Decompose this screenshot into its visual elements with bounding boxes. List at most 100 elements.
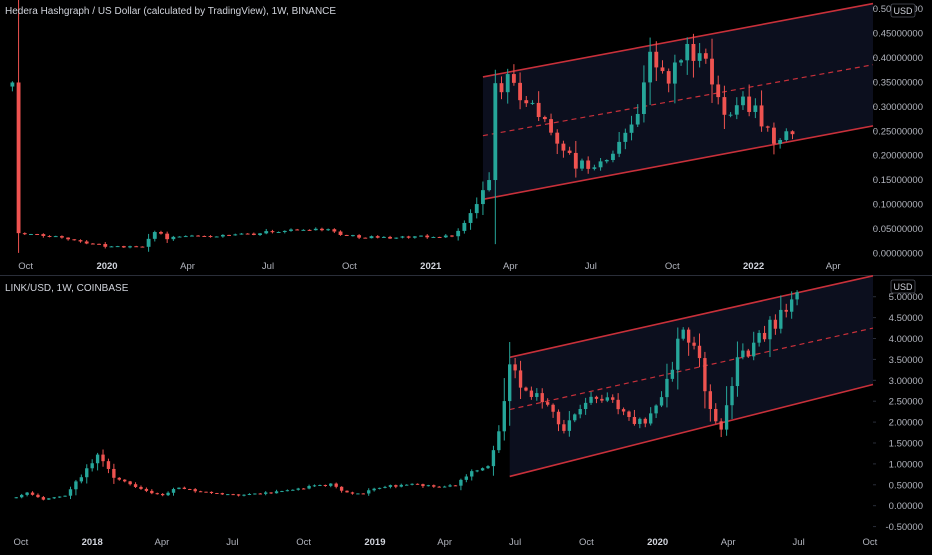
link-currency-badge[interactable]: USD xyxy=(890,279,916,294)
candle-body xyxy=(220,234,225,237)
candle-body xyxy=(350,492,355,494)
candle-body xyxy=(320,228,324,231)
candle-body xyxy=(177,487,181,490)
candle-body xyxy=(784,309,788,312)
hbar-chart-title: Hedera Hashgraph / US Dollar (calculated… xyxy=(5,6,336,17)
candle-body xyxy=(109,246,114,248)
candle-body xyxy=(562,424,566,431)
candle-body xyxy=(117,477,121,480)
candle-body xyxy=(649,413,653,424)
candle-body xyxy=(282,230,287,233)
candle-body xyxy=(692,342,696,346)
hbar-currency-label: USD xyxy=(893,6,913,16)
channel-lower-line[interactable] xyxy=(482,125,874,201)
link-chart-panel: LINK/USD, 1W, COINBASE -0.50000 0.00000 0.… xyxy=(5,275,923,548)
candle-body xyxy=(204,491,208,493)
candle-body xyxy=(47,235,52,237)
x-tick-label: Apr xyxy=(721,537,736,548)
y-tick-label: 2.00000 xyxy=(889,418,923,429)
candle-body xyxy=(499,83,504,93)
x-tick-label: Apr xyxy=(437,537,452,548)
x-tick-label: Oct xyxy=(18,261,33,272)
candle-body xyxy=(580,160,584,169)
candle-body xyxy=(487,180,492,191)
candle-body xyxy=(307,229,312,231)
candle-body xyxy=(573,414,577,421)
candle-body xyxy=(301,488,306,490)
candle-body xyxy=(508,364,512,402)
link-candles xyxy=(14,290,799,501)
candle-body xyxy=(437,236,442,238)
candle-body xyxy=(196,235,201,237)
y-tick-label: 0.35000000 xyxy=(873,77,923,88)
candle-body xyxy=(128,481,132,485)
channel-upper-line[interactable] xyxy=(482,2,874,78)
candle-body xyxy=(41,497,46,500)
candle-body xyxy=(190,235,194,237)
candle-body xyxy=(632,417,637,424)
candle-body xyxy=(90,243,95,245)
candle-body xyxy=(722,97,727,115)
candle-body xyxy=(227,234,232,236)
y-tick-label: 3.50000 xyxy=(889,355,923,366)
candle-body xyxy=(710,58,714,85)
candle-body xyxy=(326,229,331,231)
candle-body xyxy=(202,235,207,237)
y-tick-label: 0.20000000 xyxy=(873,151,923,162)
channel-middle-line[interactable] xyxy=(482,64,874,137)
candle-body xyxy=(530,102,535,104)
candle-body xyxy=(497,431,501,451)
channel-middle-line[interactable] xyxy=(509,327,874,411)
x-tick-label: Jul xyxy=(793,537,805,548)
y-tick-label: 0.10000000 xyxy=(873,200,923,211)
x-tick-label: Jul xyxy=(262,261,274,272)
candle-body xyxy=(375,236,380,238)
candle-body xyxy=(16,82,21,234)
candle-body xyxy=(790,131,795,135)
link-currency-label: USD xyxy=(893,282,913,292)
candle-body xyxy=(166,492,170,496)
candle-body xyxy=(57,496,62,498)
y-tick-label: 1.50000 xyxy=(889,438,923,449)
candle-body xyxy=(101,454,105,462)
candle-body xyxy=(59,236,64,238)
candle-body xyxy=(511,74,516,83)
link-y-axis: -0.50000 0.00000 0.50000 1.00000 1.50000 2.00… xyxy=(873,292,923,533)
candle-body xyxy=(41,234,46,236)
candle-body xyxy=(115,246,120,248)
candle-body xyxy=(679,60,683,63)
candle-body xyxy=(400,236,405,238)
channel-lower-line[interactable] xyxy=(509,383,874,478)
candle-body xyxy=(323,485,328,487)
candle-body xyxy=(372,488,376,491)
candle-body xyxy=(773,319,778,329)
candle-body xyxy=(128,246,132,248)
channel-fill xyxy=(482,3,873,200)
candle-body xyxy=(377,487,382,489)
candle-body xyxy=(741,96,745,106)
candle-body xyxy=(421,484,425,487)
candle-body xyxy=(772,127,776,144)
candle-body xyxy=(209,491,214,494)
candle-body xyxy=(762,332,767,340)
y-tick-label: -0.50000 xyxy=(885,522,923,533)
candle-body xyxy=(703,358,707,392)
x-tick-label: Apr xyxy=(180,261,195,272)
candle-body xyxy=(339,486,344,491)
candle-body xyxy=(784,131,789,140)
candle-body xyxy=(285,490,290,492)
y-tick-label: 0.40000000 xyxy=(873,53,923,64)
candle-body xyxy=(734,105,739,115)
channel-upper-line[interactable] xyxy=(509,275,874,359)
candle-body xyxy=(312,485,317,487)
candle-body xyxy=(676,338,680,370)
hbar-currency-badge[interactable]: USD xyxy=(890,3,916,18)
candle-body xyxy=(188,488,192,490)
candle-body xyxy=(741,350,745,358)
candle-body xyxy=(551,404,555,412)
candle-body xyxy=(443,235,448,238)
candle-body xyxy=(535,393,539,397)
candle-body xyxy=(236,494,241,496)
candle-body xyxy=(518,370,523,388)
candle-body xyxy=(641,82,646,114)
